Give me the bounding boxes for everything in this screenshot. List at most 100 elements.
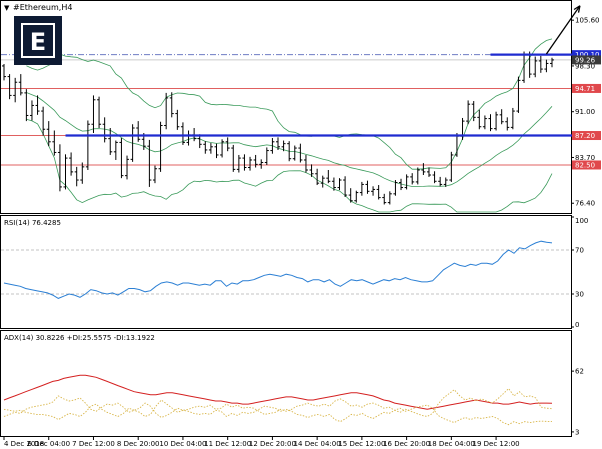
price-candle — [63, 154, 68, 190]
x-tick-label: 18 Dec 04:00 — [428, 440, 475, 448]
price-candle — [147, 139, 152, 187]
price-candle — [270, 138, 275, 154]
bollinger-lower-line — [26, 118, 553, 213]
trend-arrow-icon — [573, 5, 581, 13]
price-candle — [203, 141, 208, 154]
price-y-tick-label: 105.60 — [575, 17, 600, 25]
price-y-tick-label: 91.00 — [575, 108, 595, 116]
rsi-y-tick-label: 100 — [575, 217, 588, 225]
price-candle — [343, 176, 348, 197]
price-candle — [52, 130, 57, 156]
price-candle — [410, 173, 415, 185]
price-candle — [309, 164, 314, 177]
price-candle — [46, 121, 51, 147]
price-candle — [365, 180, 370, 194]
price-candle — [220, 139, 225, 158]
rsi-panel-frame — [0, 215, 572, 329]
price-candle — [24, 89, 29, 122]
adx-plot — [3, 374, 553, 426]
price-candle — [337, 178, 342, 191]
price-panel-dropdown-icon[interactable]: ▼ — [4, 4, 10, 12]
price-candle — [303, 154, 308, 173]
price-candle — [494, 111, 499, 131]
rsi-panel-title: RSI(14) 76.4285 — [4, 219, 61, 227]
price-candle — [382, 193, 387, 205]
price-candle — [214, 143, 219, 159]
price-candle — [80, 162, 85, 184]
x-tick-label: 15 Dec 12:00 — [338, 440, 385, 448]
price-candle — [136, 121, 141, 142]
price-candle — [510, 107, 515, 130]
price-candle — [387, 191, 392, 205]
price-candle — [85, 120, 90, 170]
price-candle — [264, 147, 269, 165]
price-candle — [326, 170, 331, 184]
price-candle — [29, 100, 34, 121]
price-level-tag — [572, 55, 601, 65]
rsi-y-tick-label: 0 — [575, 321, 579, 329]
price-candle — [91, 95, 96, 134]
price-level-label: 100.10 — [575, 51, 600, 59]
x-tick-label: 6 Dec 04:00 — [27, 440, 70, 448]
x-tick-label: 12 Dec 20:00 — [249, 440, 296, 448]
adx-panel-title: ADX(14) 30.8226 +DI:25.5575 -DI:13.1922 — [4, 334, 155, 342]
price-candle — [393, 180, 398, 196]
price-candle — [119, 138, 124, 179]
price-candle — [125, 155, 130, 180]
adx-y-axis: 3 62 — [571, 368, 584, 436]
x-tick-label: 8 Dec 20:00 — [117, 440, 160, 448]
price-candle — [533, 56, 538, 78]
price-y-tick-label: 98.30 — [575, 62, 595, 70]
trend-arrow-shaft — [545, 5, 581, 55]
brand-logo-letter: E — [30, 28, 46, 56]
x-tick-label: 10 Dec 04:00 — [159, 440, 206, 448]
rsi-y-tick-label: 30 — [575, 291, 584, 299]
price-candle — [164, 92, 169, 130]
price-candle — [449, 151, 454, 182]
price-candle — [158, 121, 163, 172]
price-candle — [432, 171, 437, 184]
adx-series-di-line — [3, 395, 552, 426]
annotation-lines — [65, 5, 581, 137]
price-candle — [354, 190, 359, 203]
adx-series-di-line — [3, 387, 553, 423]
price-candle — [287, 141, 292, 162]
price-candle — [276, 137, 280, 150]
price-candle — [415, 167, 420, 185]
price-candle — [376, 185, 381, 200]
price-candle — [421, 163, 426, 176]
price-candle — [315, 168, 320, 186]
price-candle — [102, 117, 107, 143]
x-tick-label: 19 Dec 12:00 — [473, 440, 520, 448]
price-candle — [130, 124, 135, 162]
price-candle — [426, 167, 431, 177]
rsi-y-axis: 0 30 70 100 — [571, 216, 588, 329]
price-candle — [477, 109, 482, 130]
price-candle — [108, 128, 113, 155]
price-candle — [443, 177, 448, 187]
x-tick-label: 16 Dec 20:00 — [383, 440, 430, 448]
price-candle — [538, 55, 543, 73]
adx-y-tick-label: 62 — [575, 368, 584, 376]
price-candle — [466, 100, 471, 125]
price-candle — [331, 177, 336, 191]
price-candle — [259, 159, 264, 169]
price-candle — [544, 59, 549, 73]
price-panel-title: #Ethereum,H4 — [13, 3, 72, 12]
price-panel-frame — [0, 0, 572, 214]
price-candle — [236, 154, 241, 173]
price-candle — [516, 76, 521, 113]
rsi-line — [3, 240, 553, 299]
price-level-tag — [572, 50, 601, 60]
price-candle — [152, 165, 157, 184]
price-candle — [231, 144, 236, 172]
price-candle — [225, 137, 230, 152]
price-candle — [208, 143, 213, 154]
adx-series-adx-line — [3, 374, 553, 410]
adx-panel-frame — [0, 330, 572, 437]
price-candle — [97, 96, 102, 128]
price-candle — [242, 154, 247, 171]
